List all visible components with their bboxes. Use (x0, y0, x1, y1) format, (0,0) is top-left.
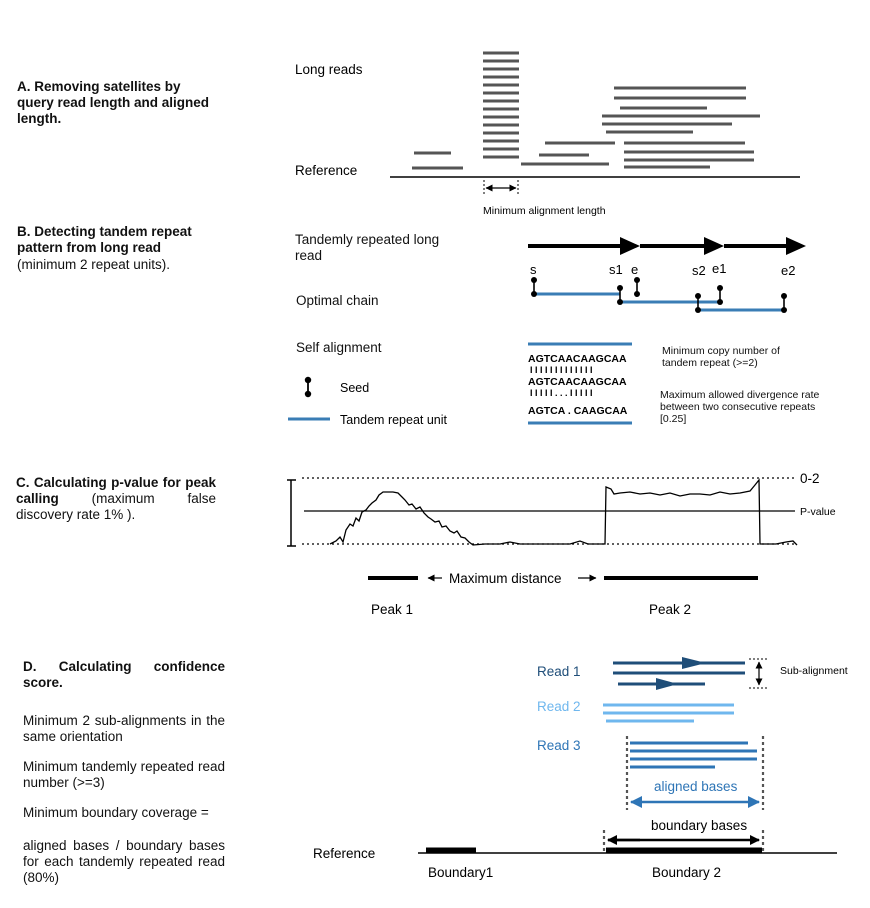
panel-a-heading: A. Removing satellites by query read len… (17, 79, 210, 126)
read1-alignments (613, 657, 745, 690)
peak2-label: Peak 2 (649, 602, 691, 617)
mark-e1: e1 (712, 261, 726, 276)
panel-c-heading-rest: (maximum false discovery rate 1% ). (16, 491, 216, 522)
read2-label: Read 2 (537, 699, 581, 714)
seq-line-2: AGTCAACAAGCAA (528, 376, 627, 388)
panel-c-heading-bold: C. Calculating p-value for peak calling (16, 475, 216, 506)
mark-e2: e2 (781, 263, 795, 278)
seq-line-1: AGTCAACAAGCAA (528, 353, 627, 365)
sub-alignment-label: Sub-alignment (780, 665, 848, 677)
optimal-chain-label: Optimal chain (296, 293, 379, 308)
mark-s: s (530, 262, 537, 277)
boundary2-label: Boundary 2 (652, 865, 721, 880)
tandem-read-arrow (528, 237, 806, 255)
criterion-ratio: aligned bases / boundary bases for each … (23, 838, 225, 885)
read3-label: Read 3 (537, 738, 581, 753)
match-ticks-2: I I I I I . . . I I I I I (530, 388, 593, 398)
read2-alignments (603, 703, 734, 723)
mark-e: e (631, 262, 638, 277)
criterion-read-number: Minimum tandemly repeated read number (>… (23, 759, 225, 790)
seed-legend-icon (304, 376, 312, 398)
seq-line-3: AGTCA . CAAGCAA (528, 405, 628, 417)
mark-s1: s1 (609, 262, 623, 277)
panel-b-subheading: (minimum 2 repeat units). (17, 257, 171, 272)
panel-b-heading: B. Detecting tandem repeat pattern from … (17, 224, 192, 255)
optimal-chain (534, 292, 784, 312)
long-reads-label: Long reads (295, 62, 363, 77)
repeat-unit-legend-label: Tandem repeat unit (340, 413, 448, 427)
min-alignment-marker (483, 180, 519, 196)
boundary-bases-label: boundary bases (651, 818, 747, 833)
pvalue-axis (287, 479, 296, 547)
signal-trace (329, 478, 798, 546)
criterion-sub-alignments: Minimum 2 sub-alignments in the same ori… (23, 713, 225, 744)
self-alignment-label: Self alignment (296, 340, 382, 355)
max-divergence-note: Maximum allowed divergence rate between … (660, 389, 820, 425)
read3-alignments (630, 741, 757, 769)
panel-a-reads (412, 51, 760, 170)
range-label: 0-2 (800, 471, 820, 486)
tandem-read-label: Tandemly repeated long read (295, 232, 440, 263)
aligned-bases-label: aligned bases (654, 779, 738, 794)
match-ticks-1: I I I I I I I I I I I I I (530, 365, 593, 375)
panel-d-heading: D. Calculating confidence score. (23, 659, 225, 690)
criterion-boundary-coverage: Minimum boundary coverage = (23, 805, 209, 820)
read1-label: Read 1 (537, 664, 581, 679)
reference-label-a: Reference (295, 163, 357, 178)
pvalue-label: P-value (800, 506, 836, 518)
seed-legend-label: Seed (340, 381, 369, 395)
max-distance-label: Maximum distance (449, 571, 562, 586)
min-alignment-label: Minimum alignment length (483, 205, 606, 217)
panel-c-heading: C. Calculating p-value for peak calling … (16, 475, 216, 523)
boundary1-label: Boundary1 (428, 865, 493, 880)
peak1-label: Peak 1 (371, 602, 413, 617)
reference-label-d: Reference (313, 846, 375, 861)
sub-alignment-marker (749, 658, 768, 689)
mark-s2: s2 (692, 263, 706, 278)
min-copy-note: Minimum copy number of tandem repeat (>=… (662, 345, 780, 369)
seed-pins (531, 277, 787, 313)
